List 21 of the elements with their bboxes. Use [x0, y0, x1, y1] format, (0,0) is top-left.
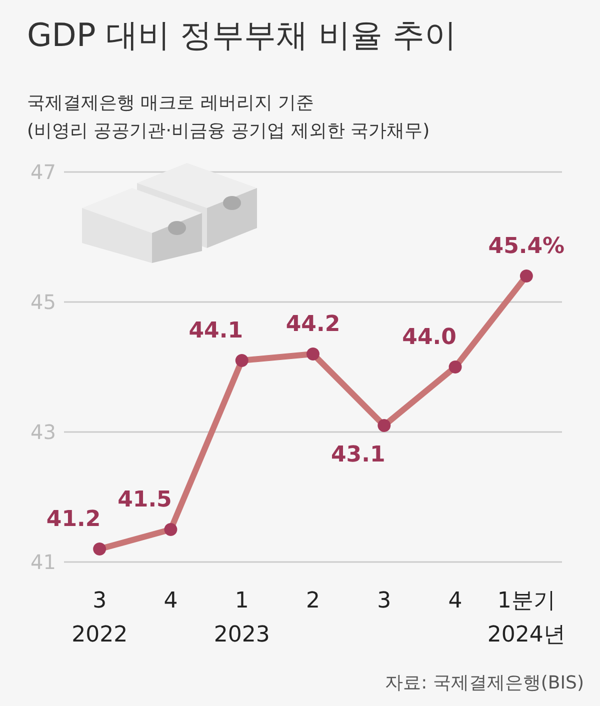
data-label: 44.1	[188, 318, 243, 344]
x-tick-label: 4	[164, 588, 178, 614]
x-tick-label: 4	[448, 588, 462, 614]
text: 자료: 국제결제은행(BIS)	[385, 672, 584, 694]
data-label: 44.2	[286, 312, 340, 337]
chart-subtitle: 국제결제은행 매크로 레버리지 기준 (비영리 공공기관·비금융 공기업 제외한 국가채무)	[27, 92, 430, 142]
data-label: 41.2	[46, 507, 101, 532]
y-tick-label: 43	[30, 420, 56, 444]
y-tick-label: 45	[30, 290, 56, 314]
y-tick-label: 41	[30, 550, 56, 574]
x-tick-label: 1 2023	[214, 588, 270, 648]
x-tick-label: 3	[377, 588, 392, 614]
chart-title: GDP 대비 정부부채 비율 추이	[27, 16, 456, 54]
y-tick-label: 47	[30, 160, 56, 184]
x-tick-label: 2	[306, 588, 320, 614]
data-label: 45.4%	[488, 234, 565, 259]
data-label: 41.5	[118, 488, 172, 512]
x-tick-label: 1분기 2024년	[487, 588, 566, 648]
x-tick-label: 3 2022	[72, 588, 128, 648]
data-label: 44.0	[402, 325, 456, 350]
data-label: 43.1	[331, 442, 386, 468]
